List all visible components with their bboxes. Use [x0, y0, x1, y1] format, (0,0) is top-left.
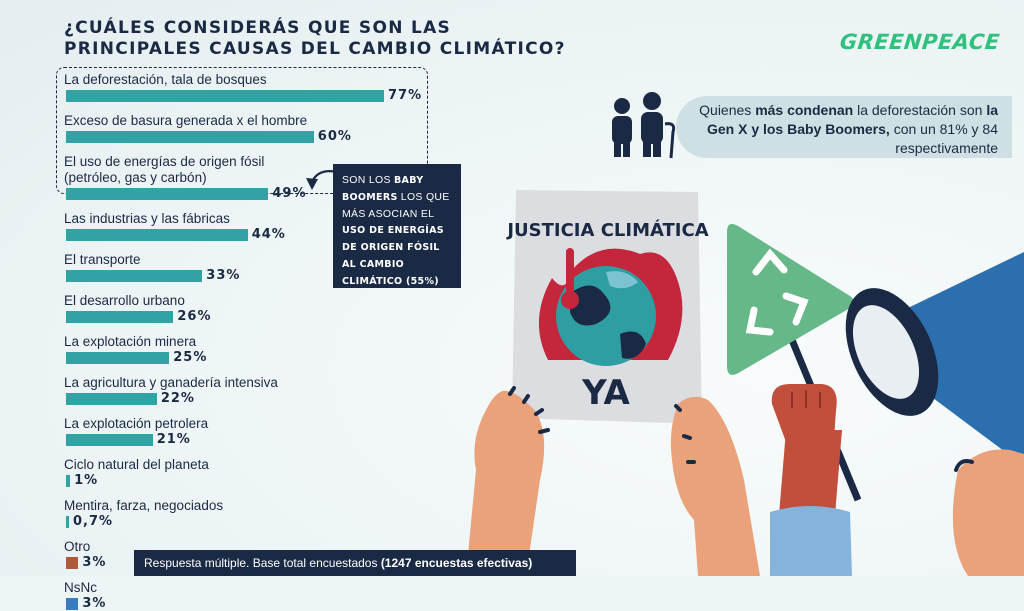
- bar-value-label: 1%: [74, 473, 99, 488]
- gen-note-bold-1: más condenan: [755, 102, 854, 118]
- bar-category-label: Ciclo natural del planeta: [64, 457, 209, 472]
- bar: [66, 352, 170, 364]
- footnote-bold: (1247 encuestas efectivas): [380, 556, 533, 570]
- bar: [66, 475, 71, 487]
- protest-illustration: JUSTICIA CLIMÁTICA YA: [306, 92, 1024, 576]
- bar-value-label: 22%: [160, 391, 195, 406]
- footnote-text: Respuesta múltiple. Base total encuestad…: [144, 556, 381, 570]
- bar: [66, 393, 157, 405]
- gen-note-text-3: con un 81% y 84 respectivamente: [889, 121, 998, 156]
- bar: [66, 270, 203, 282]
- bar-value-label: 0,7%: [73, 514, 114, 529]
- bar-category-label: La explotación minera: [64, 334, 197, 349]
- bar-value-label: 49%: [272, 186, 307, 201]
- bar: [66, 188, 269, 200]
- bar-value-label: 26%: [177, 309, 212, 324]
- bar-value-label: 3%: [82, 555, 107, 570]
- bar: [66, 131, 314, 143]
- bar-category-label: El uso de energías de origen fósil: [64, 154, 265, 169]
- bar-category-label: La deforestación, tala de bosques: [64, 72, 267, 87]
- bar-category-label: La explotación petrolera: [64, 416, 209, 431]
- bar: [66, 434, 153, 446]
- gen-note-text-2: la deforestación son: [853, 102, 987, 118]
- bar-category-label: El desarrollo urbano: [64, 293, 185, 308]
- bar-category-label: (petróleo, gas y carbón): [64, 170, 207, 185]
- bar-category-label: La agricultura y ganadería intensiva: [64, 375, 278, 390]
- hand-holding-poster-left: [466, 386, 550, 576]
- bar-value-label: 21%: [156, 432, 191, 447]
- callout-text-1: SON LOS: [342, 174, 394, 186]
- bar: [66, 557, 79, 569]
- bar-category-label: Mentira, farza, negociados: [64, 498, 224, 513]
- climate-justice-poster: JUSTICIA CLIMÁTICA YA: [505, 190, 709, 424]
- bar-category-label: Exceso de basura generada x el hombre: [64, 113, 308, 128]
- title-line-2: PRINCIPALES CAUSAS DEL CAMBIO CLIMÁTICO?: [64, 39, 566, 59]
- sleeve-decoration: [770, 506, 852, 576]
- bar-category-label: El transporte: [64, 252, 141, 267]
- bar-value-label: 33%: [206, 268, 241, 283]
- bar-value-label: 25%: [173, 350, 208, 365]
- generation-note: Quienes más condenan la deforestación so…: [676, 96, 1012, 158]
- bar-category-label: Las industrias y las fábricas: [64, 211, 230, 226]
- gen-note-text-1: Quienes: [699, 102, 756, 118]
- baby-boomers-callout: SON LOS BABY BOOMERS LOS QUE MÁS ASOCIAN…: [333, 164, 461, 288]
- bar: [66, 229, 248, 241]
- survey-footnote: Respuesta múltiple. Base total encuestad…: [134, 550, 576, 576]
- bar: [66, 311, 174, 323]
- callout-bold-1: BABY BOOMERS: [342, 175, 424, 203]
- poster-ya: YA: [581, 373, 630, 413]
- gen-note-bold-2: la Gen X y los Baby Boomers,: [706, 102, 998, 137]
- title-line-1: ¿CUÁLES CONSIDERÁS QUE SON LAS: [64, 18, 452, 38]
- bar-value-label: 77%: [388, 88, 423, 103]
- hand-icon: [952, 449, 1024, 576]
- chart-title: ¿CUÁLES CONSIDERÁS QUE SON LAS PRINCIPAL…: [64, 18, 584, 60]
- bar-value-label: 3%: [82, 596, 107, 611]
- bar-category-label: NsNc: [64, 580, 97, 595]
- callout-text-2: LOS QUE MÁS ASOCIAN EL: [342, 191, 450, 220]
- bar-value-label: 60%: [317, 129, 352, 144]
- bar-category-label: Otro: [64, 539, 91, 554]
- people-icon: [612, 92, 676, 159]
- bar: [66, 90, 384, 102]
- poster-title: JUSTICIA CLIMÁTICA: [505, 219, 708, 241]
- bar: [66, 516, 69, 528]
- hand-holding-poster-right: [670, 396, 760, 576]
- callout-bold-2: USO DE ENERGÍAS DE ORIGEN FÓSIL AL CAMBI…: [342, 225, 444, 287]
- bar-value-label: 44%: [251, 227, 286, 242]
- recycle-sign-icon: [727, 224, 862, 502]
- bar: [66, 598, 79, 610]
